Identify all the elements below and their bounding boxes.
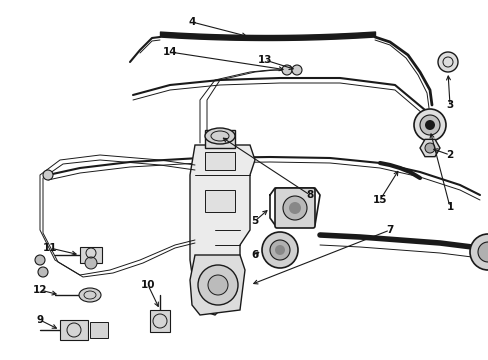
Circle shape (35, 255, 45, 265)
Circle shape (419, 115, 439, 135)
Polygon shape (190, 145, 254, 315)
Polygon shape (190, 255, 244, 315)
Circle shape (477, 242, 488, 262)
Circle shape (43, 170, 53, 180)
Circle shape (424, 143, 434, 153)
FancyBboxPatch shape (204, 130, 235, 148)
Text: 7: 7 (386, 225, 393, 235)
Text: 5: 5 (251, 216, 258, 226)
Circle shape (283, 196, 306, 220)
Circle shape (85, 257, 97, 269)
Text: 9: 9 (37, 315, 43, 325)
Circle shape (413, 109, 445, 141)
Text: 13: 13 (257, 55, 272, 65)
Circle shape (291, 65, 302, 75)
Circle shape (38, 267, 48, 277)
Circle shape (198, 265, 238, 305)
Circle shape (469, 234, 488, 270)
FancyBboxPatch shape (90, 322, 108, 338)
FancyBboxPatch shape (274, 188, 314, 228)
Text: 10: 10 (141, 280, 155, 290)
Ellipse shape (204, 128, 235, 144)
Text: 8: 8 (306, 190, 313, 200)
Polygon shape (419, 139, 439, 157)
FancyBboxPatch shape (60, 320, 88, 340)
Text: 14: 14 (163, 47, 177, 57)
Circle shape (424, 120, 434, 130)
Text: 1: 1 (446, 202, 453, 212)
Text: 11: 11 (42, 243, 57, 253)
FancyBboxPatch shape (150, 310, 170, 332)
Circle shape (262, 232, 297, 268)
Text: 2: 2 (446, 150, 453, 160)
Ellipse shape (79, 288, 101, 302)
FancyBboxPatch shape (204, 190, 235, 212)
Text: 15: 15 (372, 195, 386, 205)
FancyBboxPatch shape (80, 247, 102, 263)
Circle shape (269, 240, 289, 260)
Text: 4: 4 (188, 17, 195, 27)
Circle shape (274, 245, 285, 255)
Text: 12: 12 (33, 285, 47, 295)
Text: 3: 3 (446, 100, 453, 110)
Circle shape (437, 52, 457, 72)
Text: 6: 6 (251, 250, 258, 260)
Circle shape (282, 65, 291, 75)
Circle shape (207, 275, 227, 295)
Circle shape (288, 202, 301, 214)
FancyBboxPatch shape (204, 152, 235, 170)
